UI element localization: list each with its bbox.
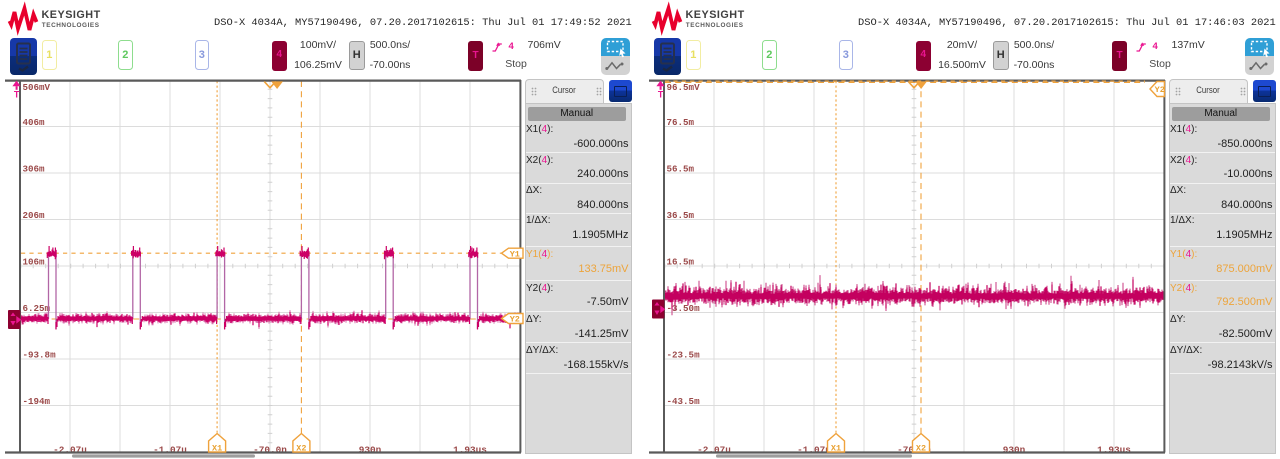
svg-text:-43.5m: -43.5m xyxy=(667,396,701,407)
svg-text:X1: X1 xyxy=(212,443,222,453)
svg-text:Y2: Y2 xyxy=(1155,85,1165,95)
svg-text:X1: X1 xyxy=(831,443,841,453)
svg-text:-194m: -194m xyxy=(23,396,51,407)
svg-text:Y1: Y1 xyxy=(510,249,520,259)
svg-text:6.25m: 6.25m xyxy=(23,303,51,314)
svg-text:930n: 930n xyxy=(359,445,382,456)
svg-text:36.5m: 36.5m xyxy=(667,210,695,221)
svg-text:-1.07u: -1.07u xyxy=(797,445,831,456)
svg-text:TECHNOLOGIES: TECHNOLOGIES xyxy=(686,22,744,29)
svg-text:-70.0n: -70.0n xyxy=(253,445,287,456)
svg-text:16.5m: 16.5m xyxy=(667,257,695,268)
svg-text:Y2: Y2 xyxy=(510,315,520,325)
svg-text:KEYSIGHT: KEYSIGHT xyxy=(686,9,745,21)
svg-text:1.93us: 1.93us xyxy=(1097,445,1131,456)
svg-text:-2.07u: -2.07u xyxy=(53,445,87,456)
svg-text:-23.5m: -23.5m xyxy=(667,350,701,361)
svg-text:-2.07u: -2.07u xyxy=(697,445,731,456)
svg-text:76.5m: 76.5m xyxy=(667,117,695,128)
svg-text:X2: X2 xyxy=(916,443,926,453)
svg-text:206m: 206m xyxy=(23,210,46,221)
svg-text:KEYSIGHT: KEYSIGHT xyxy=(42,9,101,21)
svg-text:T: T xyxy=(14,90,20,100)
svg-text:X2: X2 xyxy=(296,443,306,453)
svg-text:306m: 306m xyxy=(23,164,46,175)
svg-text:-93.8m: -93.8m xyxy=(23,350,57,361)
svg-text:-1.07u: -1.07u xyxy=(153,445,187,456)
svg-text:106m: 106m xyxy=(23,257,46,268)
svg-text:506mV: 506mV xyxy=(23,82,51,93)
svg-text:96.5mV: 96.5mV xyxy=(667,82,701,93)
svg-text:406m: 406m xyxy=(23,117,46,128)
svg-text:TECHNOLOGIES: TECHNOLOGIES xyxy=(42,22,100,29)
svg-text:930n: 930n xyxy=(1003,445,1026,456)
svg-text:1.93us: 1.93us xyxy=(453,445,487,456)
svg-text:T: T xyxy=(658,90,664,100)
svg-text:-3.50m: -3.50m xyxy=(667,303,701,314)
svg-text:56.5m: 56.5m xyxy=(667,164,695,175)
